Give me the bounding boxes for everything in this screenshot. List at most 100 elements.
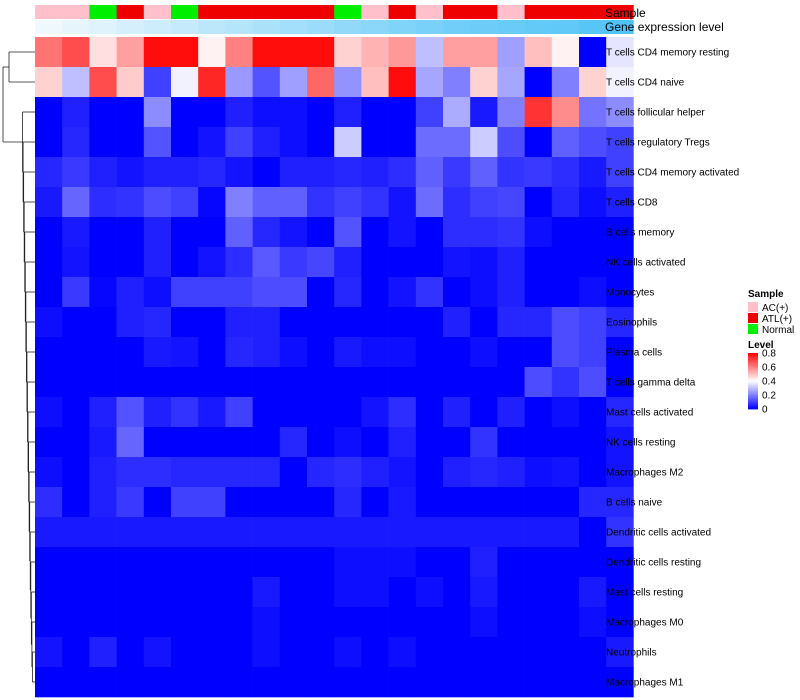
heatmap-cell: [551, 337, 580, 368]
heatmap-cell: [415, 277, 444, 308]
colorbar-tick-label: 0: [762, 405, 768, 416]
heatmap-cell: [198, 637, 226, 668]
heatmap-cell: [524, 277, 553, 308]
heatmap-cell: [89, 97, 117, 128]
heatmap-cell: [551, 397, 580, 428]
heatmap-cell: [388, 397, 417, 428]
heatmap-cell: [470, 367, 498, 398]
sample-annotation-cell: [35, 5, 63, 19]
heatmap-cell: [524, 517, 553, 548]
heatmap-cell: [62, 517, 90, 548]
heatmap-cell: [62, 97, 90, 128]
heatmap-cell: [143, 307, 172, 338]
heatmap-cell: [89, 367, 117, 398]
heatmap-cell: [279, 397, 308, 428]
heatmap-cell: [62, 307, 90, 338]
heatmap-cell: [143, 397, 172, 428]
heatmap-cell: [388, 97, 417, 128]
heatmap-cell: [171, 577, 199, 608]
heatmap-cell: [606, 247, 634, 278]
heatmap-cell: [143, 187, 172, 218]
colorbar-tick-label: 0.4: [762, 377, 776, 388]
sample-annotation-cell: [171, 5, 199, 19]
heatmap-cell: [279, 637, 308, 668]
heatmap-cell: [62, 277, 90, 308]
heatmap-cell: [415, 577, 444, 608]
heatmap-cell: [35, 307, 63, 338]
heatmap-cell: [388, 307, 417, 338]
heatmap-cell: [252, 517, 281, 548]
heatmap-cell: [116, 67, 145, 98]
heatmap-cell: [307, 217, 335, 248]
heatmap-cell: [35, 337, 63, 368]
colorbar-segment: [748, 371, 758, 373]
expression-annotation-cell: [116, 20, 145, 34]
heatmap-cell: [606, 187, 634, 218]
heatmap-cell: [198, 277, 226, 308]
heatmap-cell: [579, 97, 607, 128]
heatmap-cell: [497, 127, 525, 158]
heatmap-cell: [606, 307, 634, 338]
heatmap-cell: [470, 667, 498, 698]
heatmap-cell: [198, 307, 226, 338]
heatmap-cell: [361, 547, 389, 578]
heatmap-cell: [551, 637, 580, 668]
row-label: T cells CD4 memory resting: [606, 48, 729, 59]
heatmap-cell: [606, 607, 634, 638]
heatmap-cell: [497, 637, 525, 668]
heatmap-cell: [35, 37, 63, 68]
row-label: Monocytes: [606, 288, 654, 299]
heatmap-cell: [388, 367, 417, 398]
heatmap-cell: [279, 667, 308, 698]
heatmap-cell: [334, 577, 362, 608]
heatmap-cell: [334, 217, 362, 248]
heatmap-cell: [579, 337, 607, 368]
heatmap-cell: [334, 367, 362, 398]
heatmap-cell: [388, 217, 417, 248]
heatmap-cell: [307, 667, 335, 698]
heatmap-cell: [279, 427, 308, 458]
heatmap-cell: [361, 427, 389, 458]
heatmap-cell: [62, 247, 90, 278]
colorbar-tick-label: 0.8: [762, 349, 776, 360]
heatmap-cell: [443, 457, 471, 488]
heatmap-cell: [143, 67, 172, 98]
heatmap-cell: [35, 547, 63, 578]
heatmap-cell: [334, 97, 362, 128]
heatmap-cell: [198, 337, 226, 368]
heatmap-cell: [361, 637, 389, 668]
heatmap-cell: [388, 427, 417, 458]
heatmap-cell: [551, 307, 580, 338]
heatmap-cell: [579, 67, 607, 98]
heatmap-cell: [89, 577, 117, 608]
heatmap-cell: [143, 127, 172, 158]
heatmap-cell: [198, 397, 226, 428]
heatmap-cell: [579, 187, 607, 218]
heatmap-cell: [89, 487, 117, 518]
heatmap-cell: [388, 187, 417, 218]
sample-annotation-cell: [579, 5, 607, 19]
colorbar-segment: [748, 376, 758, 379]
heatmap-cell: [307, 277, 335, 308]
colorbar-segment: [748, 374, 758, 376]
heatmap-cell: [524, 247, 553, 278]
heatmap-cell: [198, 427, 226, 458]
heatmap-cell: [334, 247, 362, 278]
heatmap-cell: [143, 247, 172, 278]
heatmap-cell: [143, 427, 172, 458]
heatmap-cell: [524, 37, 553, 68]
heatmap-cell: [62, 67, 90, 98]
heatmap-cell: [415, 217, 444, 248]
heatmap-cell: [143, 37, 172, 68]
heatmap-cell: [89, 127, 117, 158]
heatmap-cell: [551, 157, 580, 188]
heatmap-cell: [143, 517, 172, 548]
heatmap-cell: [307, 547, 335, 578]
heatmap-cell: [198, 67, 226, 98]
colorbar-segment: [748, 357, 758, 359]
colorbar-segment: [748, 379, 758, 382]
heatmap-cell: [279, 577, 308, 608]
heatmap-cell: [89, 37, 117, 68]
heatmap-cell: [171, 157, 199, 188]
heatmap-cell: [198, 607, 226, 638]
